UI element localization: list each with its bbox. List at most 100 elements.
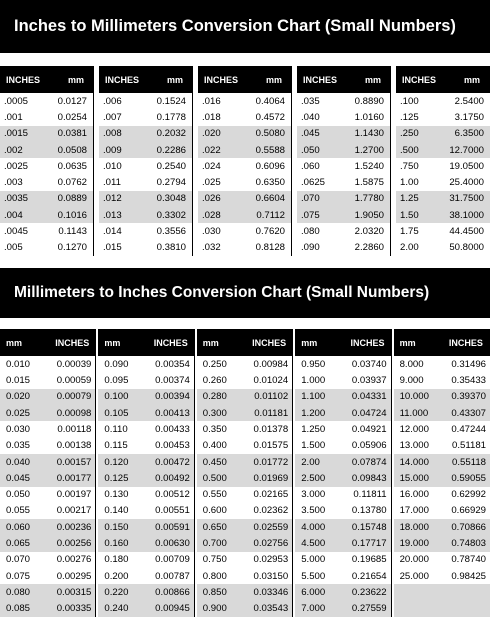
- table-row: 7.000 0.27559: [295, 600, 391, 617]
- cell-inches: .001: [4, 111, 23, 123]
- table-row: 0.095 0.00374: [98, 372, 193, 388]
- table-row: 2.00 50.8000: [396, 240, 490, 256]
- table-row: .004 0.1016: [0, 207, 93, 224]
- cell-inches: .025: [202, 177, 221, 189]
- cell-inches: 0.02559: [253, 521, 289, 533]
- table-row: .0025 0.0635: [0, 158, 93, 174]
- table-row: 0.090 0.00354: [98, 356, 193, 372]
- table-rows: 0.950 0.03740 1.000 0.03937 1.100 0.04331 1.20…: [295, 356, 392, 617]
- cell-inches: .013: [103, 209, 122, 221]
- cell-mm: 0.020: [6, 391, 31, 403]
- cell-mm: 0.075: [6, 570, 31, 582]
- cell-inches: 0.15748: [351, 521, 387, 533]
- cell-mm: 31.7500: [449, 193, 484, 205]
- table-row: 0.100 0.00394: [98, 388, 194, 405]
- cell-inches: 0.21654: [351, 570, 387, 582]
- table-row: .020 0.5080: [198, 125, 291, 142]
- cell-inches: .0035: [4, 193, 29, 205]
- cell-mm: 0.105: [104, 407, 129, 419]
- table-rows: 8.000 0.31496 9.000 0.35433 10.000 0.39370 11.…: [393, 356, 490, 617]
- table-row: 0.350 0.01378: [197, 421, 292, 437]
- cell-mm: 0.4572: [255, 111, 285, 123]
- table-column: mm INCHES 8.000 0.31496 9.000 0.35433 10.000 0.…: [393, 329, 490, 617]
- table-row: .500 12.7000: [396, 141, 490, 159]
- table-row: 4.000 0.15748: [295, 519, 391, 536]
- cell-mm: 11.000: [399, 407, 429, 419]
- table-row: .025 0.6350: [198, 174, 291, 190]
- cell-inches: .0625: [301, 177, 326, 189]
- cell-inches: 0.03937: [351, 374, 387, 386]
- table-row: 0.280 0.01102: [196, 388, 293, 405]
- table-row: .005 0.1270: [0, 240, 93, 256]
- cell-inches: 0.02165: [253, 489, 289, 501]
- header-inches: INCHES: [55, 337, 90, 348]
- cell-mm: 0.8890: [354, 95, 384, 107]
- cell-mm: 0.0762: [57, 177, 87, 189]
- header-mm: mm: [364, 74, 381, 85]
- cell-inches: 0.02953: [253, 554, 289, 566]
- cell-mm: 0.6096: [255, 160, 285, 172]
- table-rows: .035 0.8890 .040 1.0160 .045 1.1430 .050 1.2700…: [297, 93, 391, 256]
- table-row: 0.260 0.01024: [197, 372, 292, 388]
- table-row: .010 0.2540: [99, 158, 192, 174]
- cell-inches: .0005: [4, 95, 29, 107]
- header-mm: mm: [301, 337, 318, 348]
- header-inches: INCHES: [402, 74, 437, 85]
- cell-inches: .007: [103, 111, 122, 123]
- table-row: 0.125 0.00492: [98, 470, 194, 487]
- cell-mm: 0.650: [202, 521, 227, 533]
- cell-mm: 1.1430: [354, 128, 384, 140]
- table-row: 12.000 0.47244: [394, 421, 490, 437]
- table-row: .022 0.5588: [198, 141, 291, 159]
- cell-mm: 8.000: [399, 358, 424, 370]
- cell-mm: 0.300: [202, 407, 227, 419]
- header-mm: mm: [67, 74, 84, 85]
- table-column: INCHES mm .016 0.4064.018 0.4572.020 0.5080.0…: [198, 66, 292, 256]
- cell-mm: 14.000: [399, 456, 429, 468]
- table-row: 0.700 0.02756: [196, 535, 293, 552]
- table-row: .040 1.0160: [297, 109, 390, 125]
- cell-inches: 0.00866: [155, 587, 190, 599]
- cell-mm: 0.040: [6, 456, 31, 468]
- inches-to-mm-table: INCHES mm .0005 0.0127 .001 0.0254 .0015 0.0381…: [0, 66, 490, 256]
- table-row: 1.00 25.4000: [396, 174, 490, 190]
- cell-inches: .016: [202, 95, 221, 107]
- cell-mm: 1.250: [301, 423, 326, 435]
- cell-mm: 5.500: [301, 570, 326, 582]
- table-row: .0005 0.0127: [0, 93, 93, 109]
- cell-inches: .0015: [4, 128, 29, 140]
- mm-to-inches-table: mm INCHES 0.010 0.00039 0.015 0.00059 0.020 0.0…: [0, 329, 490, 617]
- cell-mm: 9.000: [399, 374, 424, 386]
- cell-inches: 0.00374: [155, 374, 190, 386]
- table-row: 1.000 0.03937: [295, 372, 390, 388]
- cell-inches: .026: [202, 193, 221, 205]
- table-row: .060 1.5240: [297, 158, 390, 174]
- cell-mm: 0.8128: [255, 242, 285, 254]
- cell-mm: 0.500: [202, 472, 227, 484]
- cell-mm: 3.500: [301, 505, 326, 517]
- table-row: 0.035 0.00138: [0, 438, 95, 454]
- cell-inches: 2.00: [400, 242, 419, 254]
- table-column: INCHES mm .006 0.1524.007 0.1778.008 0.2032.0…: [99, 66, 193, 256]
- cell-mm: 17.000: [399, 505, 429, 517]
- cell-inches: 0.00039: [56, 358, 92, 370]
- header-inches: INCHES: [448, 337, 483, 348]
- table-row: 9.000 0.35433: [394, 372, 490, 388]
- table-row: 0.050 0.00197: [0, 487, 95, 503]
- cell-inches: 0.66929: [451, 505, 486, 517]
- cell-inches: 0.01575: [253, 440, 289, 452]
- table-row: .030 0.7620: [198, 223, 291, 239]
- table-column: mm INCHES 0.090 0.00354 0.095 0.00374 0.100 0.0…: [98, 329, 195, 617]
- cell-inches: .125: [400, 111, 419, 123]
- cell-mm: 0.045: [6, 472, 31, 484]
- cell-inches: 0.35433: [451, 374, 486, 386]
- cell-inches: .002: [4, 144, 23, 156]
- cell-mm: 1.000: [301, 374, 326, 386]
- cell-mm: 0.160: [104, 538, 129, 550]
- cell-inches: 0.74803: [451, 538, 486, 550]
- cell-inches: 0.02756: [253, 538, 289, 550]
- cell-inches: .070: [301, 193, 320, 205]
- table-row: 0.065 0.00256: [0, 535, 96, 552]
- cell-mm: 4.500: [301, 538, 326, 550]
- table-row: 0.180 0.00709: [98, 552, 193, 568]
